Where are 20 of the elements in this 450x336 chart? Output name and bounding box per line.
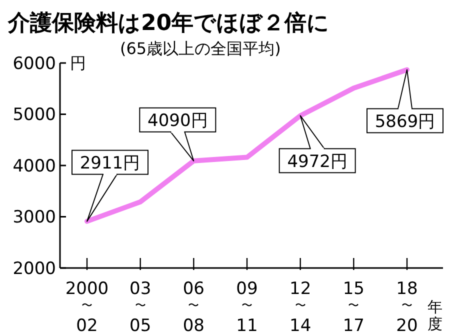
y-tick-label: 6000 (12, 54, 56, 74)
annotation: 5869円 (374, 112, 436, 132)
x-tick-label: 18〜20 (396, 279, 418, 336)
x-tick-label: 09〜11 (236, 279, 258, 336)
x-tick-label: 03〜05 (130, 279, 152, 336)
annotation: 4090円 (148, 111, 208, 132)
x-tick-label: 12〜14 (290, 279, 312, 336)
chart-title: 介護保険料は20年でほぼ２倍に (7, 11, 330, 36)
x-tick-label: 06〜08 (182, 279, 204, 336)
chart-subtitle: (65歳以上の全国平均) (120, 39, 281, 58)
y-tick-label: 3000 (12, 208, 56, 228)
annotation: 4972円 (287, 152, 348, 172)
y-axis-title: 円 (70, 54, 86, 73)
x-tick-label: 15〜17 (342, 279, 364, 336)
y-tick-label: 5000 (12, 105, 56, 126)
y-tick-label: 2000 (12, 258, 56, 279)
x-tick-label: 2000〜02 (65, 279, 109, 336)
y-tick-label: 4000 (12, 156, 56, 176)
x-axis-title: 年度 (428, 298, 442, 333)
annotation: 2911円 (80, 153, 140, 174)
